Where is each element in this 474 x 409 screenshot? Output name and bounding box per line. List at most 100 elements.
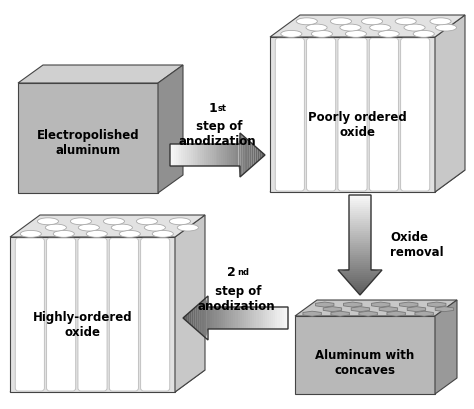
Polygon shape bbox=[349, 263, 371, 265]
Polygon shape bbox=[246, 307, 248, 329]
Polygon shape bbox=[212, 144, 214, 166]
Polygon shape bbox=[242, 307, 244, 329]
Polygon shape bbox=[270, 15, 465, 37]
Polygon shape bbox=[316, 302, 334, 307]
Polygon shape bbox=[341, 273, 379, 275]
Ellipse shape bbox=[370, 24, 391, 31]
Polygon shape bbox=[263, 153, 265, 157]
Polygon shape bbox=[349, 247, 371, 249]
Polygon shape bbox=[269, 307, 271, 329]
Ellipse shape bbox=[53, 230, 74, 237]
Polygon shape bbox=[259, 150, 261, 160]
Polygon shape bbox=[248, 307, 250, 329]
Text: st: st bbox=[218, 104, 227, 113]
Polygon shape bbox=[407, 307, 426, 312]
Polygon shape bbox=[255, 147, 257, 163]
FancyBboxPatch shape bbox=[369, 38, 399, 191]
Polygon shape bbox=[359, 311, 377, 316]
Polygon shape bbox=[349, 201, 371, 203]
Polygon shape bbox=[349, 223, 371, 225]
Polygon shape bbox=[349, 195, 371, 197]
FancyBboxPatch shape bbox=[307, 38, 336, 191]
Ellipse shape bbox=[346, 30, 366, 37]
Polygon shape bbox=[280, 307, 282, 329]
Ellipse shape bbox=[78, 224, 100, 231]
Polygon shape bbox=[210, 307, 212, 329]
Polygon shape bbox=[196, 305, 198, 331]
Polygon shape bbox=[342, 275, 378, 277]
Ellipse shape bbox=[111, 224, 132, 231]
Polygon shape bbox=[210, 144, 212, 166]
Polygon shape bbox=[227, 307, 229, 329]
Polygon shape bbox=[202, 299, 204, 337]
Text: step of
anodization: step of anodization bbox=[197, 285, 275, 313]
Ellipse shape bbox=[436, 24, 456, 31]
Polygon shape bbox=[18, 83, 158, 193]
Polygon shape bbox=[223, 144, 225, 166]
Polygon shape bbox=[231, 144, 233, 166]
Polygon shape bbox=[233, 307, 236, 329]
Polygon shape bbox=[271, 307, 273, 329]
Polygon shape bbox=[187, 312, 189, 324]
Polygon shape bbox=[339, 271, 381, 273]
Polygon shape bbox=[158, 65, 183, 193]
Polygon shape bbox=[202, 144, 204, 166]
Polygon shape bbox=[349, 267, 371, 269]
Polygon shape bbox=[277, 307, 280, 329]
Polygon shape bbox=[175, 215, 205, 392]
Polygon shape bbox=[204, 144, 206, 166]
Polygon shape bbox=[199, 144, 201, 166]
Polygon shape bbox=[176, 144, 178, 166]
Ellipse shape bbox=[340, 24, 361, 31]
Polygon shape bbox=[182, 144, 183, 166]
Polygon shape bbox=[265, 307, 267, 329]
Polygon shape bbox=[221, 307, 223, 329]
Polygon shape bbox=[323, 307, 342, 312]
Ellipse shape bbox=[37, 218, 58, 225]
Polygon shape bbox=[240, 307, 242, 329]
Text: Aluminum with
concaves: Aluminum with concaves bbox=[315, 349, 415, 377]
Polygon shape bbox=[237, 307, 240, 329]
Ellipse shape bbox=[103, 218, 125, 225]
Polygon shape bbox=[244, 307, 246, 329]
Polygon shape bbox=[259, 307, 261, 329]
FancyBboxPatch shape bbox=[275, 38, 304, 191]
Polygon shape bbox=[223, 307, 225, 329]
Polygon shape bbox=[250, 307, 252, 329]
Polygon shape bbox=[187, 144, 189, 166]
Polygon shape bbox=[225, 307, 227, 329]
Polygon shape bbox=[353, 287, 367, 289]
Ellipse shape bbox=[413, 30, 434, 37]
Polygon shape bbox=[435, 300, 457, 394]
Polygon shape bbox=[356, 291, 364, 293]
Polygon shape bbox=[346, 279, 374, 281]
Polygon shape bbox=[206, 298, 208, 338]
Polygon shape bbox=[428, 302, 446, 307]
Polygon shape bbox=[349, 207, 371, 209]
Polygon shape bbox=[349, 253, 371, 255]
FancyBboxPatch shape bbox=[338, 38, 367, 191]
Polygon shape bbox=[349, 259, 371, 261]
Polygon shape bbox=[349, 209, 371, 211]
Polygon shape bbox=[349, 199, 371, 201]
Polygon shape bbox=[349, 249, 371, 251]
Polygon shape bbox=[349, 241, 371, 243]
Polygon shape bbox=[286, 307, 288, 329]
Text: Electropolished
aluminum: Electropolished aluminum bbox=[36, 129, 139, 157]
Polygon shape bbox=[221, 144, 223, 166]
Ellipse shape bbox=[404, 24, 425, 31]
Polygon shape bbox=[189, 144, 191, 166]
Ellipse shape bbox=[330, 18, 352, 25]
Polygon shape bbox=[193, 144, 195, 166]
Text: 2: 2 bbox=[227, 265, 236, 279]
FancyBboxPatch shape bbox=[46, 238, 76, 391]
Polygon shape bbox=[215, 307, 217, 329]
Text: Oxide
removal: Oxide removal bbox=[390, 231, 444, 259]
Polygon shape bbox=[229, 144, 231, 166]
Polygon shape bbox=[351, 307, 370, 312]
Ellipse shape bbox=[119, 230, 140, 237]
Polygon shape bbox=[236, 307, 237, 329]
Polygon shape bbox=[349, 205, 371, 207]
Polygon shape bbox=[191, 144, 193, 166]
FancyBboxPatch shape bbox=[401, 38, 430, 191]
